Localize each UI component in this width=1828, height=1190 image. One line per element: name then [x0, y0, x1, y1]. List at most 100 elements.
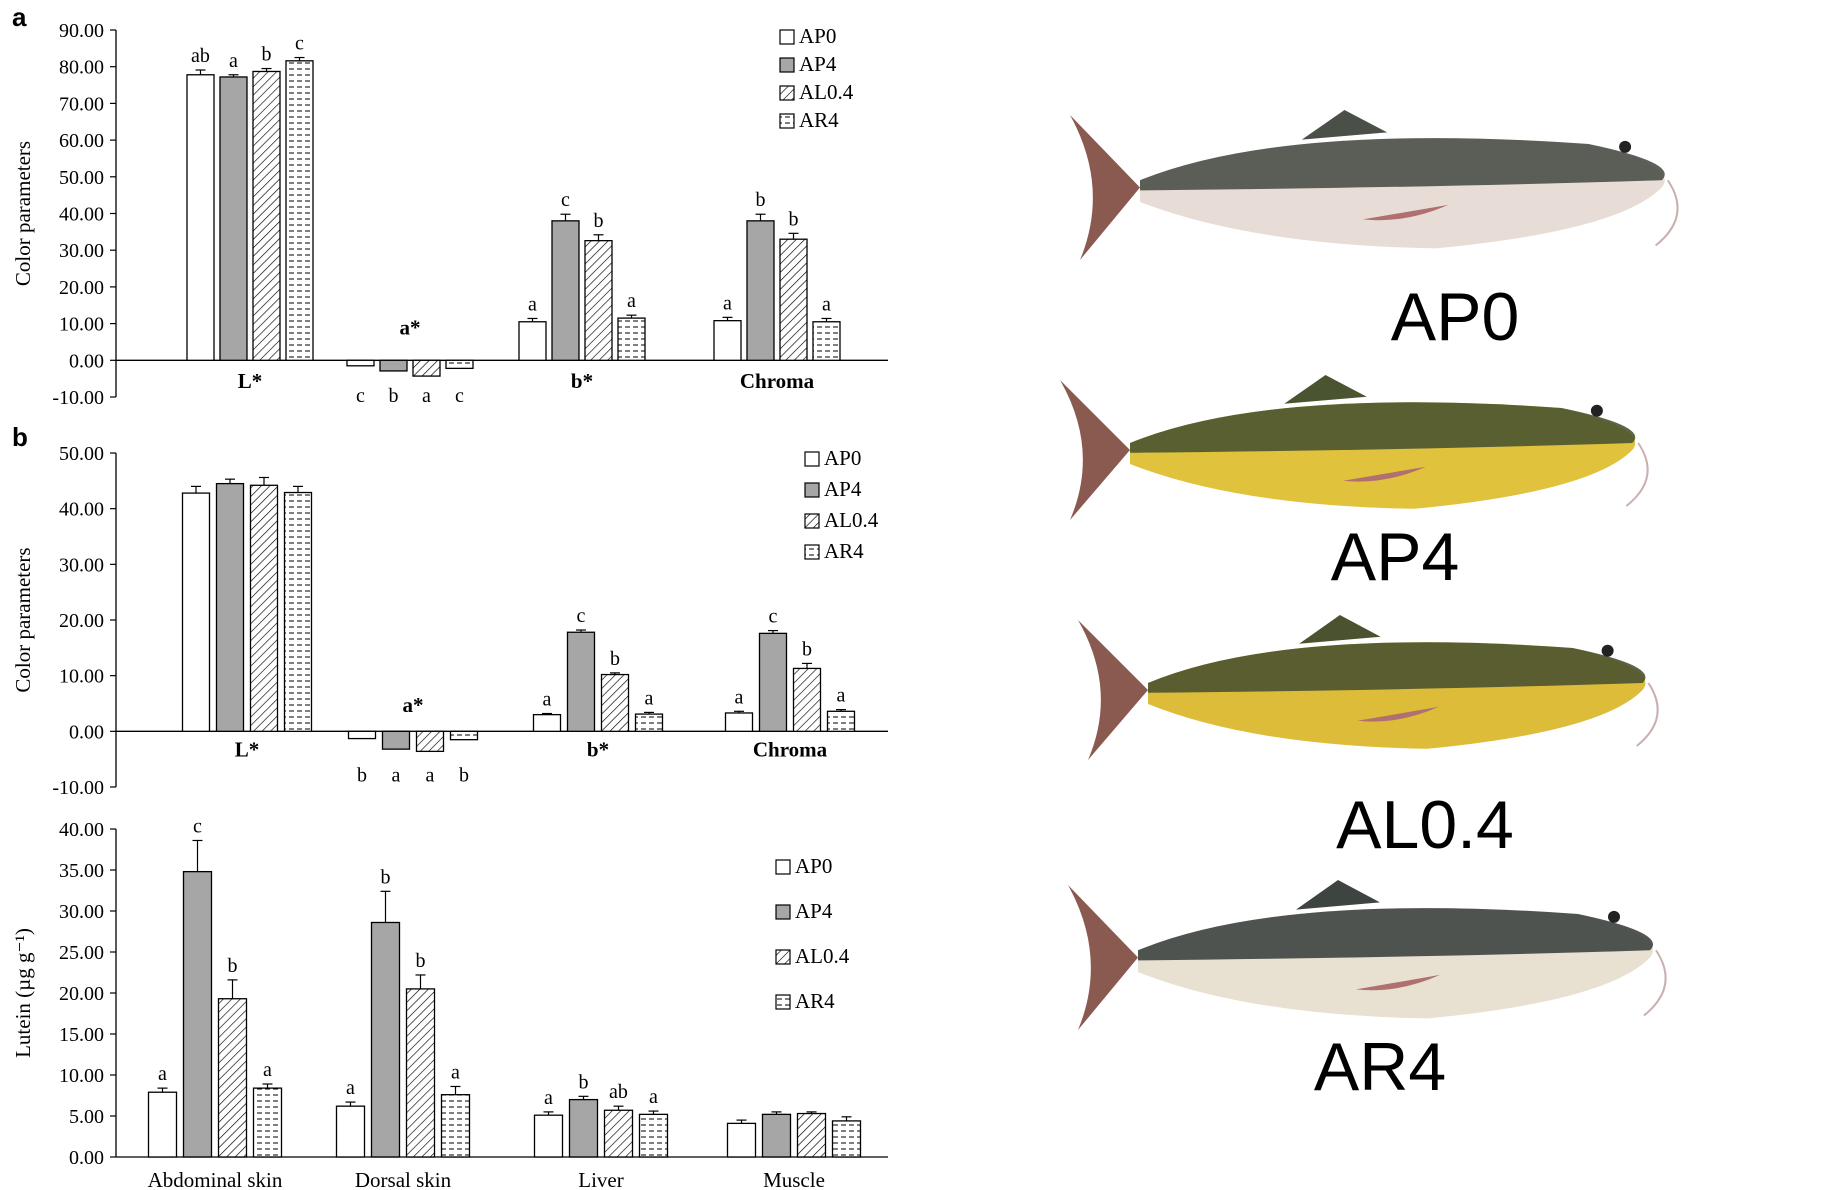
significance-letter: a	[229, 50, 238, 72]
y-tick-label: 40.00	[59, 204, 104, 226]
x-category-label: Chroma	[740, 369, 815, 393]
significance-letter: b	[381, 866, 391, 888]
photo-label-3: AR4	[1314, 1029, 1446, 1105]
x-category-label: Liver	[578, 1168, 623, 1190]
significance-letter: a	[723, 292, 732, 314]
panel-label-a: a	[12, 2, 27, 32]
legend-swatch-1	[775, 904, 791, 920]
bar-ap0-0	[186, 74, 215, 361]
fish-eye	[1608, 910, 1620, 923]
significance-letter: ab	[191, 45, 210, 67]
significance-letter: c	[193, 815, 202, 837]
tail-fin	[1078, 620, 1148, 760]
fish-photo-3	[1068, 880, 1667, 1030]
significance-letter: a	[543, 689, 552, 711]
y-tick-label: 70.00	[59, 93, 104, 115]
significance-letter: a	[735, 686, 744, 708]
bar-ar4-0	[252, 1087, 283, 1158]
bar-al04-1	[415, 730, 445, 753]
bar-ap4-0	[182, 870, 213, 1158]
bar-ap4-0	[215, 482, 245, 732]
bar-ap4-3	[758, 632, 788, 732]
fish-photo-2	[1078, 615, 1659, 760]
y-tick-label: 80.00	[59, 57, 104, 79]
legend-label-1: AP4	[799, 52, 837, 76]
dorsal-fin	[1299, 615, 1381, 644]
fish-photos: AP0 AP4 AL0.4 AR4	[1060, 110, 1679, 1105]
y-tick-label: 25.00	[59, 942, 104, 964]
bar-ap4-3	[761, 1113, 792, 1158]
y-tick-label: 20.00	[59, 610, 104, 632]
significance-letter: c	[769, 606, 778, 628]
chart-panel-b: -10.00 0.00 10.00 20.00 30.00 40.00 50.00 Color…	[11, 443, 888, 799]
y-tick-label: 40.00	[59, 819, 104, 841]
y-tick-label: 15.00	[59, 1024, 104, 1046]
bar-ap4-3	[746, 220, 775, 361]
pectoral-fin	[1356, 974, 1440, 991]
significance-letter: a	[346, 1077, 355, 1099]
legend-label-2: AL0.4	[824, 508, 879, 532]
photo-label-0: AP0	[1391, 279, 1520, 355]
fish-eye	[1590, 404, 1603, 417]
y-tick-label: 10.00	[59, 314, 104, 336]
bar-al04-3	[779, 238, 808, 361]
significance-letter: b	[789, 208, 799, 230]
bar-ar4-2	[634, 713, 664, 732]
legend-swatch-2	[775, 949, 791, 965]
significance-letter: c	[356, 385, 365, 407]
significance-letter: b	[228, 955, 238, 977]
bar-ar4-3	[831, 1120, 862, 1158]
pectoral-fin	[1362, 204, 1449, 221]
bar-ap4-0	[219, 76, 248, 361]
significance-letter: c	[295, 33, 304, 55]
y-tick-label: 0.00	[69, 1147, 104, 1169]
legend-label-3: AR4	[799, 108, 839, 132]
significance-letter: b	[389, 385, 399, 407]
y-tick-label: 0.00	[69, 350, 104, 372]
y-tick-label: 20.00	[59, 277, 104, 299]
significance-letter: c	[577, 605, 586, 627]
bar-ar4-2	[617, 317, 646, 361]
x-category-label: a*	[403, 693, 424, 717]
fish-back	[1130, 402, 1636, 453]
bar-ap0-0	[181, 492, 211, 732]
bar-al04-3	[796, 1112, 827, 1158]
y-tick-label: 50.00	[59, 167, 104, 189]
bar-ap0-2	[533, 1114, 564, 1158]
significance-letter: a	[426, 764, 435, 786]
bar-al04-2	[603, 1109, 634, 1158]
bar-al04-1	[405, 988, 436, 1158]
legend-label-0: AP0	[824, 446, 861, 470]
legend-swatch-0	[775, 859, 791, 875]
significance-letter: a	[528, 293, 537, 315]
significance-letter: b	[594, 210, 604, 232]
y-tick-label: 35.00	[59, 860, 104, 882]
dorsal-fin	[1301, 110, 1388, 140]
dorsal-fin	[1296, 880, 1380, 910]
photo-label-2: AL0.4	[1336, 787, 1514, 863]
bar-ar4-1	[449, 730, 479, 741]
x-category-label: a*	[400, 316, 421, 340]
legend-label-1: AP4	[824, 477, 862, 501]
tail-fin	[1070, 115, 1140, 260]
bar-ap0-2	[532, 713, 562, 732]
significance-letter: a	[822, 293, 831, 315]
chart-panel-a: -10.00 0.00 10.00 20.00 30.00 40.00 50.00 60.00…	[11, 20, 888, 409]
legend-label-3: AR4	[795, 989, 835, 1013]
y-tick-label: 20.00	[59, 983, 104, 1005]
significance-letter: a	[649, 1086, 658, 1108]
significance-letter: a	[544, 1087, 553, 1109]
bar-ar4-3	[812, 321, 841, 361]
y-tick-label: -10.00	[52, 777, 104, 799]
bar-ar4-1	[445, 359, 474, 370]
bar-ap0-2	[518, 321, 547, 361]
bar-al04-2	[584, 240, 613, 361]
significance-letter: b	[579, 1071, 589, 1093]
legend-swatch-2	[779, 85, 795, 101]
panel-label-b: b	[12, 422, 28, 452]
bar-ap0-1	[346, 359, 375, 367]
y-tick-label: 30.00	[59, 240, 104, 262]
chart-panel-lutein: 0.00 5.00 10.00 15.00 20.00 25.00 30.00 35.00 40…	[11, 815, 888, 1190]
bar-ap4-1	[381, 730, 411, 750]
